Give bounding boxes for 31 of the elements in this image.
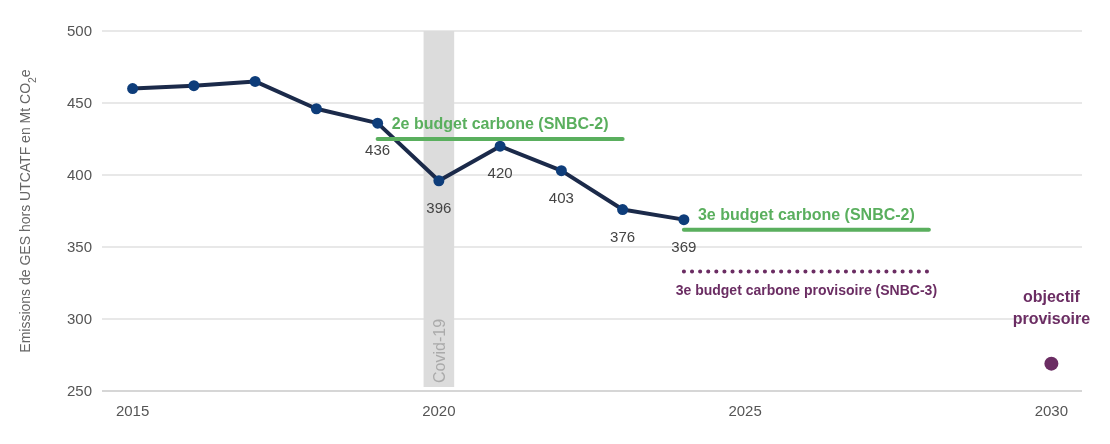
y-tick-label: 250: [66, 382, 92, 399]
series-label: 2e budget carbone (SNBC-2): [391, 115, 609, 132]
point: [188, 80, 200, 92]
point: [249, 75, 261, 87]
point: [127, 83, 139, 95]
series-label: 3e budget carbone provisoire (SNBC-3): [675, 282, 938, 299]
data-label: 376: [610, 227, 636, 245]
data-label: 436: [365, 141, 391, 159]
text: objectif provisoire: [1012, 287, 1091, 327]
x-tick-label: 2015: [115, 402, 150, 419]
x-tick-label: 2020: [422, 402, 456, 419]
point: [678, 214, 690, 226]
x-tick-label: 2025: [728, 402, 762, 419]
series-label: 3e budget carbone (SNBC-2): [697, 205, 915, 223]
point: [1044, 356, 1059, 371]
y-tick-label: 500: [66, 22, 92, 39]
y-tick-label: 450: [66, 94, 92, 111]
x-tick-label: 2030: [1034, 402, 1069, 419]
point: [433, 175, 445, 187]
point: [372, 117, 384, 129]
point: [494, 140, 506, 152]
data-label: 369: [671, 237, 697, 255]
point: [617, 204, 629, 216]
y-tick-label: 300: [66, 310, 92, 327]
y-tick-label: 350: [66, 238, 92, 255]
point: [310, 103, 322, 115]
data-label: 420: [487, 164, 513, 182]
y-tick-label: 400: [66, 166, 92, 183]
data-label: 396: [426, 198, 452, 216]
data-label: 403: [548, 188, 574, 206]
point: [555, 165, 567, 177]
